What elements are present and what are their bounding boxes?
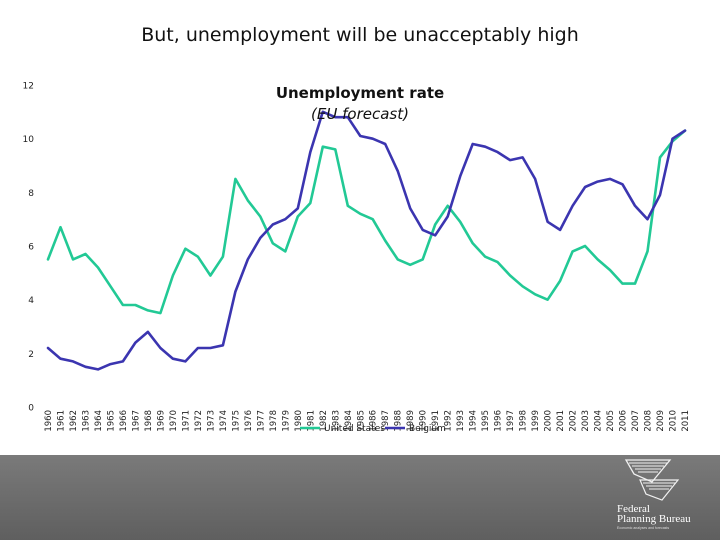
chart-subtitle: (EU forecast) [311,105,409,123]
x-tick-label: 1984 [344,410,354,432]
x-tick-label: 1986 [369,410,379,432]
x-tick-label: 2004 [594,410,604,432]
x-tick-label: 1977 [256,410,266,432]
y-tick-label: 4 [28,296,34,306]
x-tick-label: 1966 [119,410,129,432]
y-tick-label: 8 [28,189,34,199]
legend: United States Belgium [300,424,446,434]
x-tick-label: 1983 [331,410,341,432]
series-line-belgium [46,110,687,371]
x-tick-label: 1996 [494,410,504,432]
x-tick-label: 1963 [81,410,91,432]
x-tick-label: 1962 [69,410,79,432]
series-lines [46,110,687,371]
x-tick-label: 1961 [56,410,66,432]
logo-line2: Planning Bureau [617,513,691,525]
x-tick-label: 1992 [444,410,454,432]
x-tick-label: 1968 [144,410,154,432]
x-tick-label: 1993 [456,410,466,432]
x-tick-label: 1982 [319,410,329,432]
x-tick-label: 2000 [544,410,554,432]
x-tick-label: 2008 [644,410,654,432]
x-tick-label: 1987 [381,410,391,432]
logo-mark [624,459,680,501]
x-tick-label: 1991 [431,410,441,432]
x-tick-label: 1969 [156,410,166,432]
x-tick-label: 2006 [619,410,629,432]
logo-line1: Federal [617,503,650,515]
x-tick-label: 1999 [531,410,541,432]
x-tick-label: 2009 [656,410,666,432]
x-tick-label: 1967 [131,410,141,432]
x-tick-label: 1960 [44,410,54,432]
x-tick-label: 1997 [506,410,516,432]
y-tick-label: 0 [28,404,34,414]
x-tick-label: 1981 [306,410,316,432]
y-tick-label: 2 [28,350,34,360]
x-tick-label: 1995 [481,410,491,432]
x-tick-label: 1978 [269,410,279,432]
x-tick-label: 1979 [281,410,291,432]
x-axis: 1960 1961 1962 1963 1964 1965 1966 1967 1968 1969… [44,410,691,432]
footer-band [0,455,720,540]
x-tick-label: 2010 [669,410,679,432]
x-tick-label: 1965 [106,410,116,432]
x-tick-label: 1988 [394,410,404,432]
slide-title: But, unemployment will be unacceptably h… [141,24,579,46]
x-tick-label: 1973 [206,410,216,432]
x-tick-label: 2005 [606,410,616,432]
x-tick-label: 1990 [419,410,429,432]
logo-text: Federal Planning Bureau [617,503,691,525]
x-tick-label: 2003 [581,410,591,432]
x-tick-label: 1985 [356,410,366,432]
x-tick-label: 1994 [469,410,479,432]
x-tick-label: 1976 [244,410,254,432]
federal-planning-bureau-logo [624,459,680,501]
x-tick-label: 1989 [406,410,416,432]
x-tick-label: 1964 [94,410,104,432]
x-tick-label: 2007 [631,410,641,432]
series-line-united-states [46,129,687,315]
legend-label: United States [324,424,385,434]
x-tick-label: 1974 [219,410,229,432]
y-tick-label: 6 [28,243,34,253]
x-tick-label: 1980 [294,410,304,432]
x-tick-label: 1975 [231,410,241,432]
y-tick-label: 10 [23,135,35,145]
logo-tagline: Economic analyses and forecasts [617,526,670,530]
x-tick-label: 1971 [181,410,191,432]
y-axis: 0 2 4 6 8 10 12 [23,82,35,414]
x-tick-label: 2001 [556,410,566,432]
y-tick-label: 12 [23,82,34,92]
x-tick-label: 1998 [519,410,529,432]
x-tick-label: 1970 [169,410,179,432]
legend-label: Belgium [409,424,446,434]
x-tick-label: 2011 [681,410,691,432]
chart-title: Unemployment rate [276,84,444,102]
x-tick-label: 2002 [569,410,579,432]
x-tick-label: 1972 [194,410,204,432]
